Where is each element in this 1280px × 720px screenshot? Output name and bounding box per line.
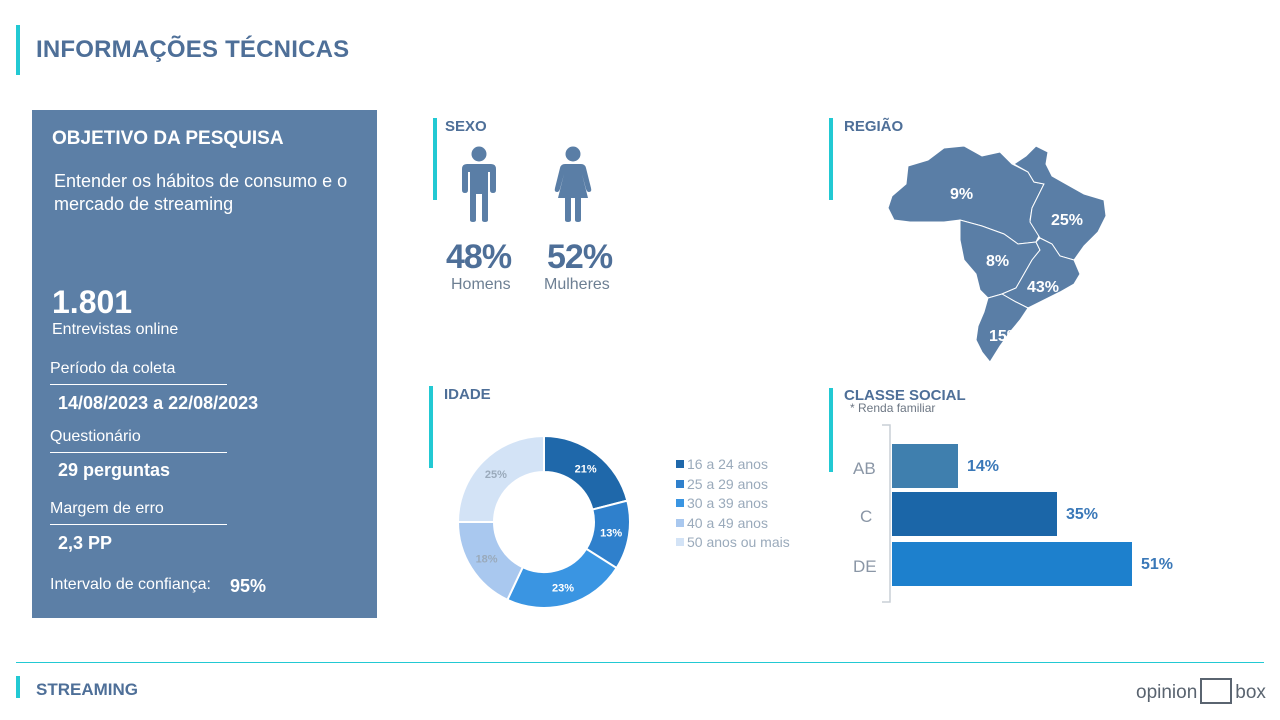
donut-slice-label-3: 23% — [552, 582, 574, 594]
region-norte-label: 9% — [950, 186, 974, 203]
objective-title: OBJETIVO DA PESQUISA — [52, 128, 284, 149]
regiao-accent-bar — [829, 118, 833, 200]
class-category-de: DE — [853, 557, 877, 576]
region-nordeste — [1013, 145, 1107, 261]
age-legend-item-1: 16 a 24 anos — [676, 456, 768, 472]
class-category-ab: AB — [853, 459, 876, 478]
donut-slice-5 — [456, 434, 545, 523]
footer-section-title: STREAMING — [36, 680, 138, 699]
legend-label-2: 25 a 29 anos — [687, 475, 768, 492]
interviews-label: Entrevistas online — [52, 321, 179, 338]
region-sudeste — [1000, 237, 1081, 309]
questionnaire-label: Questionário — [50, 428, 141, 445]
legend-swatch-1 — [676, 460, 684, 468]
objective-text: Entender os hábitos de consumo e o merca… — [54, 171, 348, 214]
idade-accent-bar — [429, 386, 433, 468]
classe-accent-bar — [829, 388, 833, 472]
class-bar-de — [892, 542, 1132, 586]
region-sudeste-label: 43% — [1027, 279, 1060, 296]
confidence-label: Intervalo de confiança: — [50, 576, 211, 593]
class-value-ab: 14% — [967, 458, 1000, 475]
margin-value: 2,3 PP — [58, 533, 113, 553]
sexo-accent-bar — [433, 118, 437, 200]
footer-accent-bar — [16, 676, 20, 698]
logo-text-right: box — [1235, 682, 1266, 703]
region-sul-label: 15% — [989, 328, 1022, 345]
legend-label-3: 30 a 39 anos — [687, 495, 768, 511]
footer-divider — [16, 662, 1264, 663]
regiao-title: REGIÃO — [844, 118, 904, 135]
age-legend-item-5: 50 anos ou mais — [676, 534, 790, 550]
legend-swatch-2 — [676, 479, 684, 488]
region-nordeste-label: 25% — [1051, 212, 1084, 229]
brazil-map — [887, 145, 1107, 363]
classe-note: * Renda familiar — [850, 401, 936, 415]
donut-slice-3 — [506, 547, 618, 609]
logo-text-left: opinion — [1136, 682, 1198, 703]
class-category-c: C — [860, 507, 873, 526]
interviews-value: 1.801 — [52, 284, 133, 320]
class-value-c: 35% — [1066, 506, 1099, 523]
class-value-de: 51% — [1141, 556, 1174, 573]
questionnaire-value: 29 perguntas — [58, 460, 171, 480]
donut-slice-label-4: 18% — [476, 553, 498, 565]
legend-swatch-4 — [676, 518, 684, 527]
region-centro-oeste-label: 8% — [986, 253, 1010, 270]
female-label: Mulheres — [544, 276, 610, 293]
page-title: INFORMAÇÕES TÉCNICAS — [36, 36, 350, 63]
region-sul — [975, 293, 1029, 363]
legend-swatch-5 — [676, 538, 684, 546]
class-bar-c — [892, 492, 1057, 536]
male-icon — [462, 146, 496, 222]
margin-label: Margem de erro — [50, 500, 164, 517]
period-value: 14/08/2023 a 22/08/2023 — [58, 393, 259, 413]
age-legend-item-3: 30 a 39 anos — [676, 495, 768, 511]
male-percentage: 48% — [446, 238, 512, 276]
class-axis-bracket — [882, 424, 891, 603]
legend-label-1: 16 a 24 anos — [687, 456, 768, 472]
objective-panel: OBJETIVO DA PESQUISA Entender os hábitos… — [32, 110, 377, 618]
donut-slice-label-2: 13% — [600, 528, 622, 540]
donut-slice-label-5: 25% — [485, 469, 507, 481]
period-label: Período da coleta — [50, 360, 176, 377]
margin-divider — [50, 524, 227, 525]
period-divider — [50, 384, 227, 385]
class-bar-ab — [892, 444, 958, 488]
female-percentage: 52% — [547, 238, 613, 276]
age-donut-chart: 21% 13% 23% 18% 25% — [456, 434, 631, 609]
female-icon — [554, 146, 592, 222]
legend-label-5: 50 anos ou mais — [687, 534, 790, 550]
opinion-box-logo: opinion box — [1136, 678, 1266, 704]
confidence-value: 95% — [230, 576, 267, 596]
sexo-title: SEXO — [445, 118, 487, 135]
age-legend-item-4: 40 a 49 anos — [676, 515, 768, 531]
idade-title: IDADE — [444, 386, 491, 403]
questionnaire-divider — [50, 452, 227, 453]
legend-swatch-3 — [676, 499, 684, 507]
male-label: Homens — [451, 276, 511, 293]
logo-box-icon — [1200, 678, 1233, 704]
age-legend-item-2: 25 a 29 anos — [676, 476, 768, 492]
legend-label-4: 40 a 49 anos — [687, 514, 768, 531]
header-accent-bar — [16, 25, 20, 75]
donut-slice-label-1: 21% — [575, 463, 597, 475]
classe-title: CLASSE SOCIAL — [844, 387, 966, 404]
